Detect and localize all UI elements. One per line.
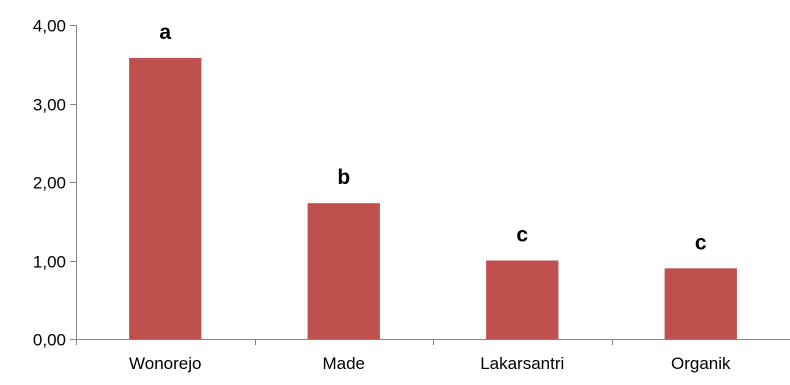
y-axis: 0,00 1,00 2,00 3,00 4,00 — [33, 17, 77, 350]
y-tick-label: 1,00 — [33, 253, 66, 272]
y-tick-label: 3,00 — [33, 96, 66, 115]
y-tick-label: 2,00 — [33, 174, 66, 193]
x-tick-label: Organik — [671, 354, 731, 373]
x-tick-label: Made — [322, 354, 365, 373]
data-labels: a b c c — [159, 21, 707, 254]
x-tick-label: Wonorejo — [129, 354, 201, 373]
bars — [129, 57, 737, 339]
x-axis: Wonorejo Made Lakarsantri Organik — [76, 339, 790, 373]
data-label: c — [695, 231, 707, 254]
bar-made — [307, 203, 380, 339]
bar-wonorejo — [129, 57, 202, 339]
bar-organik — [664, 268, 737, 339]
y-tick-label: 0,00 — [33, 331, 66, 350]
data-label: b — [337, 166, 350, 189]
bar-lakarsantri — [486, 260, 559, 339]
y-tick-label: 4,00 — [33, 17, 66, 36]
data-label: a — [159, 21, 171, 44]
data-label: c — [516, 224, 528, 247]
x-tick-label: Lakarsantri — [480, 354, 564, 373]
